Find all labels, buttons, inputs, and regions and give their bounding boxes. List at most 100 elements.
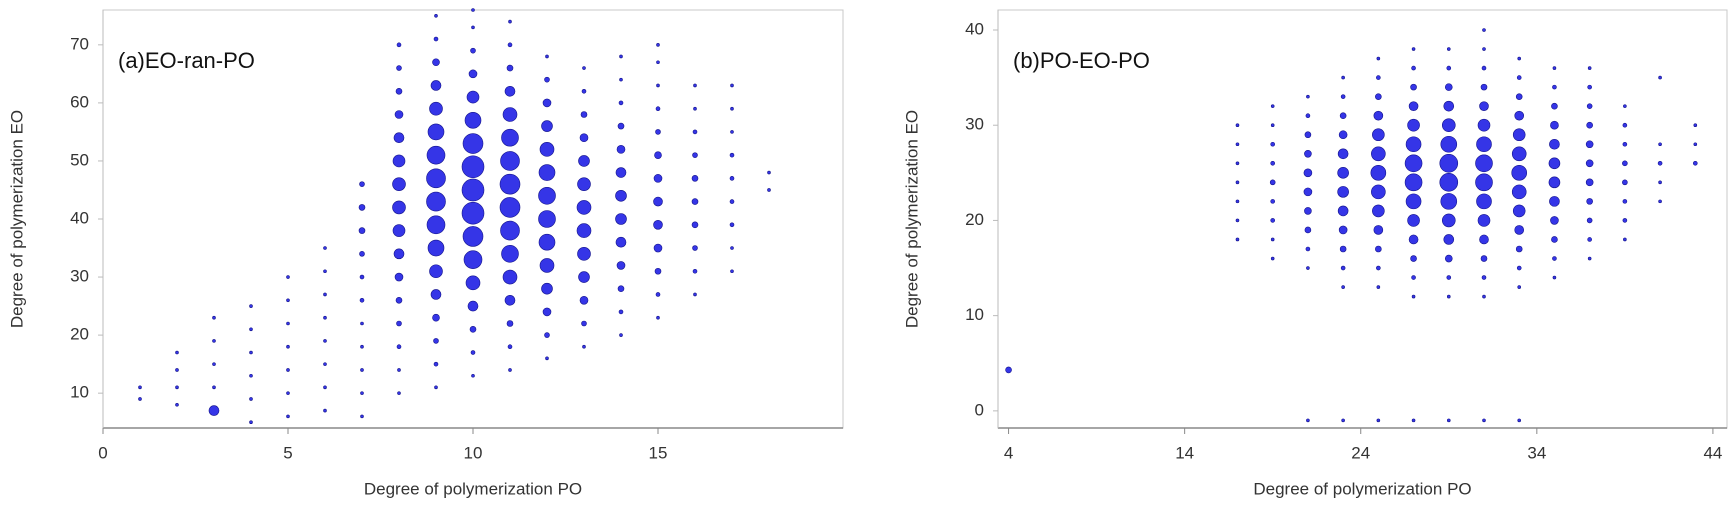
bubble <box>138 385 142 390</box>
bubble <box>618 100 624 106</box>
bubble <box>730 269 734 274</box>
bubble <box>323 269 327 274</box>
bubble <box>1482 28 1486 32</box>
bubble <box>544 76 550 83</box>
x-tick-label: 44 <box>1703 443 1722 462</box>
bubble <box>1476 136 1492 153</box>
bubble <box>466 90 480 104</box>
bubble <box>1338 225 1348 235</box>
bubble <box>464 112 482 129</box>
bubble <box>1444 83 1453 91</box>
bubble <box>541 120 553 132</box>
bubble <box>577 177 591 191</box>
bubble <box>1235 161 1240 166</box>
bubble <box>1376 75 1381 80</box>
bubble <box>1376 285 1381 289</box>
bubble <box>429 101 443 116</box>
bubble <box>360 368 364 372</box>
bubble <box>1446 47 1451 51</box>
bubble <box>1552 84 1557 90</box>
bubble <box>286 344 290 349</box>
bubble <box>1444 254 1453 263</box>
bubble <box>1270 199 1275 204</box>
x-tick-label: 34 <box>1527 443 1546 462</box>
bubble <box>1514 225 1525 235</box>
bubble <box>1341 285 1345 289</box>
bubble <box>653 243 663 253</box>
bubble <box>1005 366 1012 374</box>
bubble <box>541 282 553 295</box>
bubble <box>1376 56 1381 61</box>
bubble <box>426 215 446 235</box>
bubble <box>693 83 697 88</box>
y-tick-label: 20 <box>70 325 89 344</box>
bubble <box>617 122 625 130</box>
bubble <box>1373 110 1384 121</box>
bubble <box>1693 142 1698 147</box>
bubble <box>619 333 623 337</box>
bubble <box>615 189 627 202</box>
bubble <box>1622 199 1628 204</box>
bubble <box>615 236 627 248</box>
bubble <box>1586 217 1593 224</box>
bubble <box>538 186 556 205</box>
bubble <box>323 385 327 390</box>
bubble <box>1550 216 1559 225</box>
bubble <box>1306 418 1310 423</box>
bubble <box>1622 122 1628 128</box>
bubble <box>430 80 442 91</box>
bubble <box>545 54 549 59</box>
bubble <box>730 106 734 111</box>
bubble <box>286 368 290 372</box>
bubble <box>175 385 179 390</box>
bubble <box>1376 418 1381 423</box>
bubble <box>358 227 366 234</box>
bubble <box>1337 205 1349 217</box>
bubble <box>1511 184 1527 200</box>
bubble <box>1339 245 1347 253</box>
bubble <box>1303 168 1313 178</box>
bubble <box>729 222 735 228</box>
bubble <box>1479 101 1489 111</box>
bubble <box>1585 140 1594 149</box>
bubble <box>175 350 179 355</box>
bubble <box>578 271 590 283</box>
bubble <box>1658 75 1662 80</box>
bubble <box>249 350 253 355</box>
bubble <box>1338 130 1348 140</box>
bubble <box>1481 275 1487 280</box>
bubble <box>286 298 290 303</box>
bubble <box>1337 148 1349 160</box>
bubble <box>1482 47 1486 51</box>
bubble <box>1304 149 1312 158</box>
bubble <box>544 332 550 338</box>
bubble <box>576 223 592 238</box>
bubble <box>429 264 443 279</box>
bubble <box>730 83 734 88</box>
bubble <box>208 405 220 416</box>
bubble <box>729 152 735 158</box>
bubble <box>392 200 406 215</box>
bubble <box>1270 141 1275 147</box>
bubble <box>1371 146 1386 162</box>
bubble <box>1549 196 1560 207</box>
bubble <box>359 274 365 280</box>
bubble <box>508 19 512 24</box>
bubble <box>1517 56 1522 61</box>
bubble <box>249 327 253 332</box>
bubble <box>1305 246 1311 252</box>
bubble <box>1515 245 1523 253</box>
y-tick-label: 0 <box>975 400 984 419</box>
bubble <box>249 397 253 401</box>
bubble <box>463 250 483 269</box>
bubble <box>396 344 402 350</box>
y-tick-label: 40 <box>70 208 89 227</box>
bubble <box>360 344 364 349</box>
bubble <box>619 77 623 82</box>
bubble <box>1341 75 1345 80</box>
bubble <box>501 245 519 263</box>
x-tick-label: 4 <box>1004 443 1013 462</box>
bubble <box>426 145 446 165</box>
bubble <box>138 397 142 401</box>
y-axis-label: Degree of polymerization EO <box>7 110 26 328</box>
